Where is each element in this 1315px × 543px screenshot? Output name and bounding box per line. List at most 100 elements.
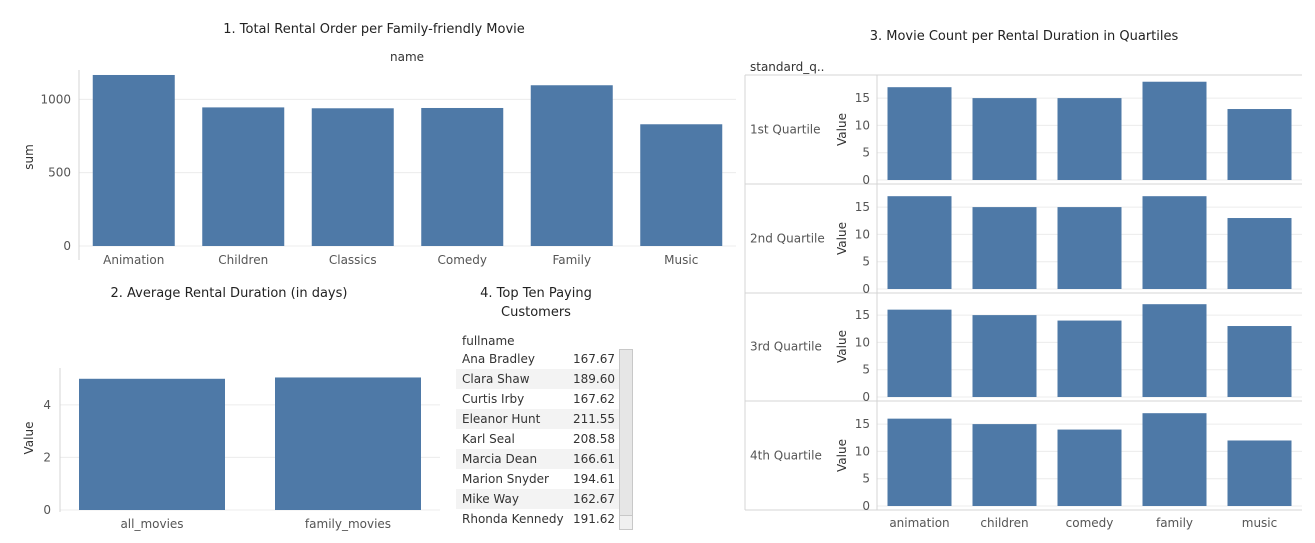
chart3-bar[interactable] <box>1057 320 1122 397</box>
chart3-ytick-label: 15 <box>855 200 870 214</box>
chart1-bar[interactable] <box>421 107 504 246</box>
table-scrollbar-thumb[interactable] <box>620 350 632 516</box>
chart3-bar[interactable] <box>1227 326 1292 397</box>
chart3-bar[interactable] <box>1057 429 1122 506</box>
chart3-ytick-label: 10 <box>855 335 870 349</box>
chart3-bar[interactable] <box>887 196 952 289</box>
chart3-bar[interactable] <box>887 87 952 180</box>
customer-total: 208.58 <box>573 432 615 446</box>
customer-total: 162.67 <box>573 492 615 506</box>
customer-name: Eleanor Hunt <box>462 412 541 426</box>
customer-name: Rhonda Kennedy <box>462 512 564 526</box>
customer-total: 167.62 <box>573 392 615 406</box>
chart3-bar[interactable] <box>1142 304 1207 397</box>
chart3-bar[interactable] <box>972 207 1037 289</box>
table-row[interactable]: Ana Bradley 167.67 <box>456 349 619 369</box>
chart3-y-axis-label: Value <box>835 439 849 472</box>
table-row[interactable]: Marcia Dean 166.61 <box>456 449 619 469</box>
customer-total: 191.62 <box>573 512 615 526</box>
chart2-category-label: all_movies <box>120 517 183 531</box>
chart1-bar[interactable] <box>311 108 394 246</box>
chart1-bar[interactable] <box>640 124 723 246</box>
chart1-y-axis-label: sum <box>22 144 36 170</box>
chart3-bar[interactable] <box>972 98 1037 180</box>
chart3-ytick-label: 10 <box>855 227 870 241</box>
chart3-ytick-label: 0 <box>862 499 870 513</box>
chart1-bar[interactable] <box>530 85 613 247</box>
chart3-ytick-label: 10 <box>855 444 870 458</box>
chart3-bar[interactable] <box>972 315 1037 397</box>
table-row[interactable]: Eleanor Hunt 211.55 <box>456 409 619 429</box>
table-title-line: Customers <box>501 305 571 320</box>
chart3-bar[interactable] <box>1142 196 1207 289</box>
chart3-y-axis-label: Value <box>835 113 849 146</box>
chart3-bar[interactable] <box>1142 81 1207 180</box>
chart3-bar[interactable] <box>1057 98 1122 180</box>
chart3-category-label: children <box>980 516 1028 530</box>
chart3-ytick-label: 5 <box>862 363 870 377</box>
customer-name: Marcia Dean <box>462 452 538 466</box>
chart2-y-axis-label: Value <box>22 422 36 455</box>
customer-total: 211.55 <box>573 412 615 426</box>
chart3-bar[interactable] <box>887 309 952 397</box>
chart2-ytick-label: 4 <box>43 398 51 412</box>
table-column-header: fullname <box>462 334 515 348</box>
chart3-bar[interactable] <box>1227 109 1292 180</box>
chart3-bar[interactable] <box>887 418 952 506</box>
chart1-category-label: Music <box>664 253 698 267</box>
chart2-bar[interactable] <box>275 377 421 510</box>
table-row[interactable]: Karl Seal 208.58 <box>456 429 619 449</box>
table-row[interactable]: Mike Way 162.67 <box>456 489 619 509</box>
chart1-bar[interactable] <box>92 74 175 246</box>
table-row[interactable]: Clara Shaw 189.60 <box>456 369 619 389</box>
customer-total: 194.61 <box>573 472 615 486</box>
chart3-ytick-label: 15 <box>855 91 870 105</box>
chart1-category-label: Children <box>218 253 268 267</box>
chart1-ytick-label: 500 <box>48 166 71 180</box>
chart3-bar[interactable] <box>972 424 1037 506</box>
chart3-bar[interactable] <box>1227 218 1292 289</box>
chart1-bar[interactable] <box>202 107 285 247</box>
customer-name: Karl Seal <box>462 432 515 446</box>
chart3-panel-label: 2nd Quartile <box>750 232 825 246</box>
chart3-y-axis-label: Value <box>835 222 849 255</box>
chart3-ytick-label: 10 <box>855 118 870 132</box>
chart3-category-label: music <box>1242 516 1277 530</box>
table-row[interactable]: Marion Snyder 194.61 <box>456 469 619 489</box>
table-row[interactable]: Rhonda Kennedy 191.62 <box>456 509 619 529</box>
top-customers-table: fullname Ana Bradley 167.67 Clara Shaw 189.… <box>456 333 636 533</box>
table-title-line: 4. Top Ten Paying <box>480 286 592 301</box>
chart3-panel-label: 1st Quartile <box>750 123 821 137</box>
customer-total: 189.60 <box>573 372 615 386</box>
chart3-bar[interactable] <box>1057 207 1122 289</box>
chart3-ytick-label: 0 <box>862 282 870 296</box>
chart2-ytick-label: 2 <box>43 450 51 464</box>
chart3-bar[interactable] <box>1227 440 1292 506</box>
chart3-title: 3. Movie Count per Rental Duration in Qu… <box>870 29 1179 44</box>
customer-name: Marion Snyder <box>462 472 549 486</box>
chart3-ytick-label: 5 <box>862 255 870 269</box>
chart1-category-label: Comedy <box>437 253 487 267</box>
chart3-category-label: comedy <box>1066 516 1114 530</box>
chart1-column-header: name <box>390 50 424 64</box>
chart3-y-axis-label: Value <box>835 330 849 363</box>
table-row[interactable]: Curtis Irby 167.62 <box>456 389 619 409</box>
chart1-title: 1. Total Rental Order per Family-friendl… <box>223 22 525 37</box>
chart2-bar[interactable] <box>79 378 225 510</box>
chart3-panel-label: 4th Quartile <box>750 449 822 463</box>
customer-total: 167.67 <box>573 352 615 366</box>
chart2-title: 2. Average Rental Duration (in days) <box>111 286 348 301</box>
chart1-ytick-label: 1000 <box>40 92 71 106</box>
chart3-ytick-label: 5 <box>862 472 870 486</box>
customer-total: 166.61 <box>573 452 615 466</box>
customer-name: Mike Way <box>462 492 519 506</box>
chart1-category-label: Classics <box>329 253 377 267</box>
customer-name: Ana Bradley <box>462 352 535 366</box>
chart3-bar[interactable] <box>1142 413 1207 506</box>
chart3-row-header: standard_q.. <box>750 60 824 74</box>
chart1-category-label: Animation <box>103 253 164 267</box>
table-body: Ana Bradley 167.67 Clara Shaw 189.60 Curtis … <box>456 349 619 529</box>
chart3-category-label: animation <box>889 516 949 530</box>
table-scrollbar[interactable] <box>619 349 633 530</box>
